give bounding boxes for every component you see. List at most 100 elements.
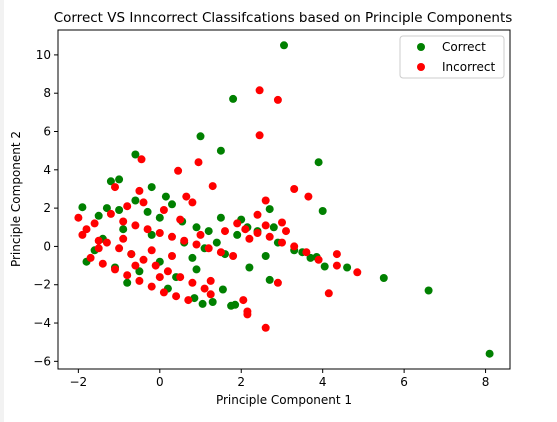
point-correct-25 <box>168 200 176 209</box>
point-incorrect-52 <box>135 276 144 285</box>
legend-marker-correct <box>417 43 425 51</box>
ticks-layer: −2 0 2 4 6 8 −6 −4 −2 0 2 4 6 8 10 <box>33 48 489 389</box>
point-incorrect-36 <box>168 232 176 241</box>
point-incorrect-37 <box>180 236 189 245</box>
point-correct-41 <box>135 267 144 276</box>
point-incorrect-54 <box>159 288 168 297</box>
point-correct-14 <box>485 349 494 358</box>
y-tick-label: −4 <box>33 316 51 330</box>
point-incorrect-67 <box>139 198 148 207</box>
point-incorrect-49 <box>98 259 107 268</box>
point-incorrect-33 <box>131 221 140 230</box>
point-correct-3 <box>216 146 225 155</box>
point-incorrect-26 <box>353 268 362 277</box>
point-incorrect-23 <box>324 289 333 298</box>
legend-box <box>399 35 505 79</box>
point-correct-21 <box>343 263 352 272</box>
point-incorrect-16 <box>261 323 270 332</box>
point-incorrect-29 <box>82 225 91 234</box>
point-correct-22 <box>320 262 329 271</box>
point-incorrect-41 <box>229 252 238 260</box>
point-incorrect-72 <box>90 219 99 228</box>
point-incorrect-39 <box>204 244 213 253</box>
point-incorrect-43 <box>253 229 262 237</box>
point-correct-13 <box>379 274 388 282</box>
point-incorrect-40 <box>216 248 225 257</box>
point-incorrect-24 <box>332 250 341 259</box>
point-incorrect-18 <box>243 310 252 319</box>
point-correct-15 <box>208 298 217 306</box>
point-correct-12 <box>424 286 433 295</box>
point-incorrect-38 <box>192 240 201 249</box>
point-incorrect-2 <box>255 131 264 140</box>
y-tick-label: 10 <box>36 48 51 62</box>
chart-title: Correct VS Inncorrect Classifcations bas… <box>54 10 513 26</box>
point-incorrect-44 <box>265 232 274 241</box>
point-incorrect-62 <box>163 267 172 276</box>
point-incorrect-8 <box>304 192 313 201</box>
point-correct-1 <box>229 94 238 103</box>
point-incorrect-69 <box>176 215 185 224</box>
point-incorrect-68 <box>159 206 168 214</box>
point-incorrect-66 <box>123 202 132 211</box>
point-incorrect-82 <box>131 261 140 270</box>
point-correct-57 <box>147 230 156 239</box>
point-correct-39 <box>306 253 315 262</box>
point-incorrect-64 <box>188 278 197 287</box>
point-correct-11 <box>78 203 87 212</box>
y-tick-label: 8 <box>43 86 51 100</box>
point-incorrect-47 <box>302 248 311 257</box>
point-incorrect-78 <box>261 221 270 230</box>
point-incorrect-6 <box>208 182 217 191</box>
point-correct-24 <box>131 196 140 205</box>
point-correct-60 <box>233 230 242 239</box>
x-tick-label: 6 <box>400 375 408 389</box>
point-incorrect-70 <box>196 230 205 239</box>
y-tick-label: −2 <box>33 278 51 292</box>
x-tick-label: 2 <box>237 375 245 389</box>
point-correct-7 <box>147 183 156 192</box>
point-incorrect-10 <box>182 192 191 201</box>
point-incorrect-51 <box>123 271 132 280</box>
point-correct-32 <box>188 253 197 262</box>
point-incorrect-21 <box>206 276 215 285</box>
legend-label-incorrect: Incorrect <box>442 60 495 74</box>
point-incorrect-83 <box>155 273 164 282</box>
point-incorrect-58 <box>115 244 124 253</box>
point-incorrect-79 <box>233 219 242 228</box>
point-incorrect-31 <box>106 209 115 218</box>
point-incorrect-35 <box>155 229 164 237</box>
point-incorrect-56 <box>184 296 193 305</box>
point-incorrect-57 <box>102 238 111 247</box>
point-correct-50 <box>123 278 132 287</box>
y-axis-label: Principle Component 2 <box>9 131 23 267</box>
point-correct-31 <box>143 207 152 216</box>
point-incorrect-7 <box>290 185 299 193</box>
point-incorrect-32 <box>119 217 128 226</box>
point-correct-26 <box>161 192 170 201</box>
point-correct-30 <box>119 225 128 234</box>
point-correct-0 <box>280 41 288 50</box>
point-incorrect-12 <box>261 196 270 205</box>
point-incorrect-34 <box>143 225 152 234</box>
point-correct-34 <box>216 213 225 222</box>
x-tick-label: 4 <box>319 375 327 389</box>
point-incorrect-74 <box>94 244 103 253</box>
point-incorrect-59 <box>127 250 136 259</box>
y-tick-label: 2 <box>43 201 51 215</box>
x-tick-label: 8 <box>482 375 490 389</box>
point-incorrect-55 <box>172 292 181 301</box>
y-tick-label: 0 <box>43 239 51 253</box>
points-layer <box>74 41 494 358</box>
point-correct-8 <box>115 175 124 184</box>
point-incorrect-11 <box>188 198 197 207</box>
legend-label-correct: Correct <box>442 40 486 54</box>
point-incorrect-53 <box>147 282 156 291</box>
y-tick-label: 4 <box>43 163 51 177</box>
point-correct-10 <box>265 205 274 214</box>
point-incorrect-30 <box>94 236 103 245</box>
point-correct-64 <box>155 213 164 222</box>
point-incorrect-73 <box>78 230 87 239</box>
